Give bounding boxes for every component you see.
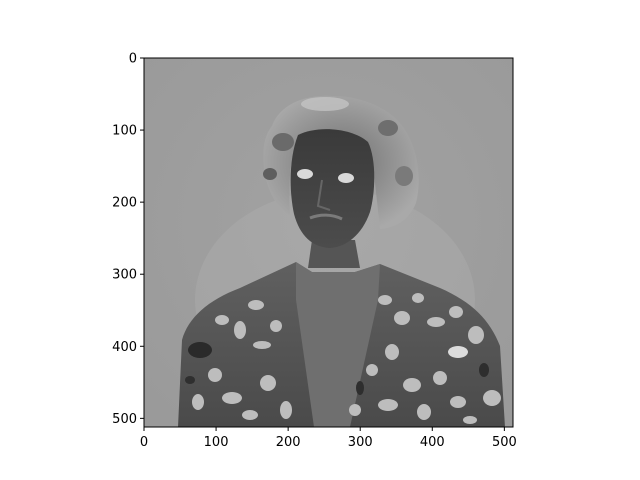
jacket-pattern: [185, 293, 501, 424]
nose: [316, 179, 331, 211]
x-tick-label: 500: [492, 435, 517, 450]
y-tick-label: 200: [112, 196, 137, 211]
x-axis-ticks: 0 100 200 300 400 500: [140, 427, 517, 450]
x-tick-label: 100: [204, 435, 229, 450]
x-tick-label: 400: [420, 435, 445, 450]
y-tick-label: 0: [129, 52, 137, 67]
hair-curl: [378, 120, 398, 136]
hair-curl: [395, 166, 413, 186]
portrait-neck: [308, 240, 360, 268]
y-tick-label: 100: [112, 124, 137, 139]
y-axis-ticks: 0 100 200 300 400 500: [112, 52, 144, 427]
y-tick-label: 400: [112, 340, 137, 355]
hair-curl: [263, 168, 277, 180]
hair-highlight: [301, 97, 349, 111]
eye-left: [297, 169, 313, 179]
x-tick-label: 0: [140, 435, 148, 450]
x-tick-label: 200: [276, 435, 301, 450]
eye-right: [338, 173, 354, 183]
image-area: [144, 58, 513, 427]
y-tick-label: 300: [112, 268, 137, 283]
y-tick-label: 500: [112, 412, 137, 427]
x-tick-label: 300: [348, 435, 373, 450]
mouth: [309, 213, 343, 221]
plot-frame: [143, 57, 514, 428]
hair-curl: [272, 133, 294, 151]
